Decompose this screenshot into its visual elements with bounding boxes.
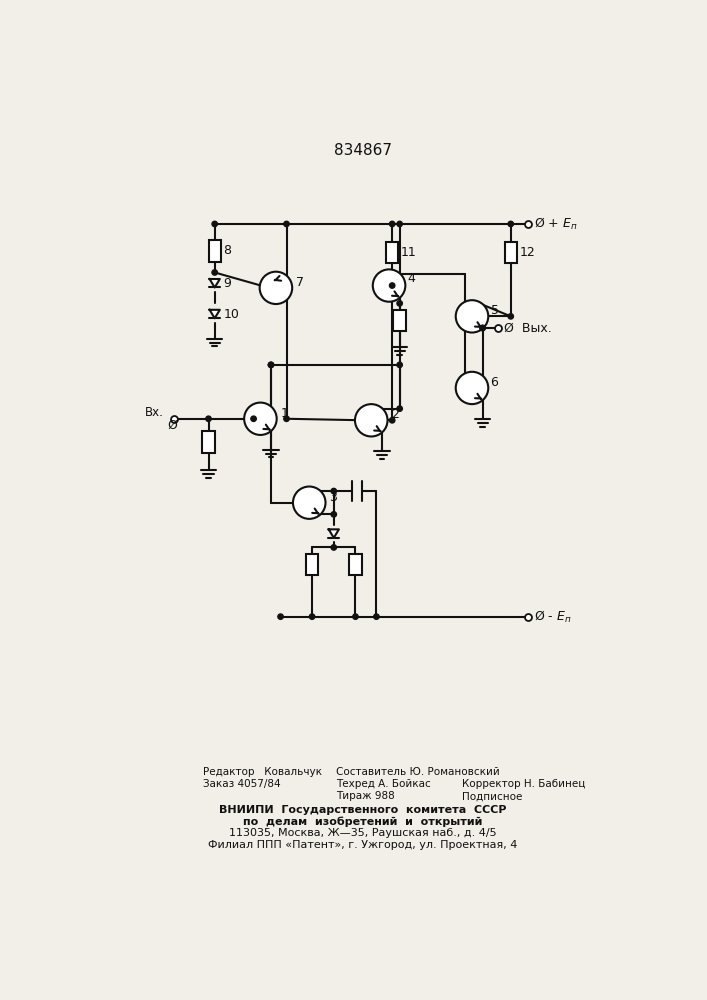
Circle shape [284,221,289,227]
Circle shape [397,301,402,306]
Text: 7: 7 [296,276,304,289]
Circle shape [355,404,387,436]
Circle shape [331,545,337,550]
Text: 3: 3 [329,491,337,504]
Text: Техред А. Бойкас: Техред А. Бойкас [337,779,431,789]
Circle shape [212,221,218,227]
Text: 5: 5 [491,304,498,317]
Circle shape [390,418,395,423]
Circle shape [456,372,489,404]
Text: Ø - $E_п$: Ø - $E_п$ [534,609,571,625]
Circle shape [268,362,274,368]
Text: 834867: 834867 [334,143,392,158]
Text: 1: 1 [281,407,288,420]
Circle shape [390,283,395,288]
Circle shape [390,221,395,227]
Circle shape [456,300,489,333]
Text: Заказ 4057/84: Заказ 4057/84 [203,779,281,789]
Circle shape [373,269,405,302]
Polygon shape [329,529,339,538]
Circle shape [374,614,379,619]
Text: Вх.: Вх. [145,406,163,419]
Circle shape [508,314,513,319]
Circle shape [397,221,402,227]
Bar [209,240,221,262]
Circle shape [284,416,289,421]
Circle shape [206,416,211,421]
Circle shape [331,488,337,494]
Circle shape [212,270,218,275]
Bar [349,554,362,575]
Circle shape [293,487,325,519]
Text: 10: 10 [223,308,239,321]
Text: Составитель Ю. Романовский: Составитель Ю. Романовский [337,767,500,777]
Circle shape [331,512,337,517]
Text: Тираж 988: Тираж 988 [337,791,395,801]
Text: Филиал ППП «Патент», г. Ужгород, ул. Проектная, 4: Филиал ППП «Патент», г. Ужгород, ул. Про… [208,840,518,850]
Text: 2: 2 [392,408,399,421]
Bar [394,310,406,331]
Text: Подписное: Подписное [462,791,522,801]
Bar [505,242,517,263]
Bar [386,242,398,263]
Circle shape [251,416,257,421]
Text: Ø + $E_п$: Ø + $E_п$ [534,216,578,232]
Text: 11: 11 [401,246,416,259]
Circle shape [259,272,292,304]
Text: по  делам  изобретений  и  открытий: по делам изобретений и открытий [243,817,482,827]
Text: 6: 6 [491,376,498,389]
Circle shape [480,325,485,331]
Text: 4: 4 [408,272,416,285]
Circle shape [397,406,402,411]
Text: Корректор Н. Бабинец: Корректор Н. Бабинец [462,779,585,789]
Text: Ø  Вых.: Ø Вых. [504,321,552,334]
Text: ВНИИПИ  Государственного  комитета  СССР: ВНИИПИ Государственного комитета СССР [219,805,506,815]
Circle shape [397,362,402,368]
Text: 8: 8 [223,244,231,257]
Circle shape [480,325,485,331]
Circle shape [278,614,284,619]
Text: 12: 12 [519,246,535,259]
Bar [202,431,215,453]
Circle shape [353,614,358,619]
Circle shape [508,221,513,227]
Circle shape [310,614,315,619]
Text: 113035, Москва, Ж—35, Раушская наб., д. 4/5: 113035, Москва, Ж—35, Раушская наб., д. … [229,828,496,838]
Circle shape [244,403,276,435]
Polygon shape [209,279,220,287]
Bar [306,554,318,575]
Text: Ø: Ø [167,419,177,432]
Polygon shape [209,310,220,318]
Circle shape [268,362,274,368]
Text: Редактор   Ковальчук: Редактор Ковальчук [203,767,322,777]
Text: 9: 9 [223,277,231,290]
